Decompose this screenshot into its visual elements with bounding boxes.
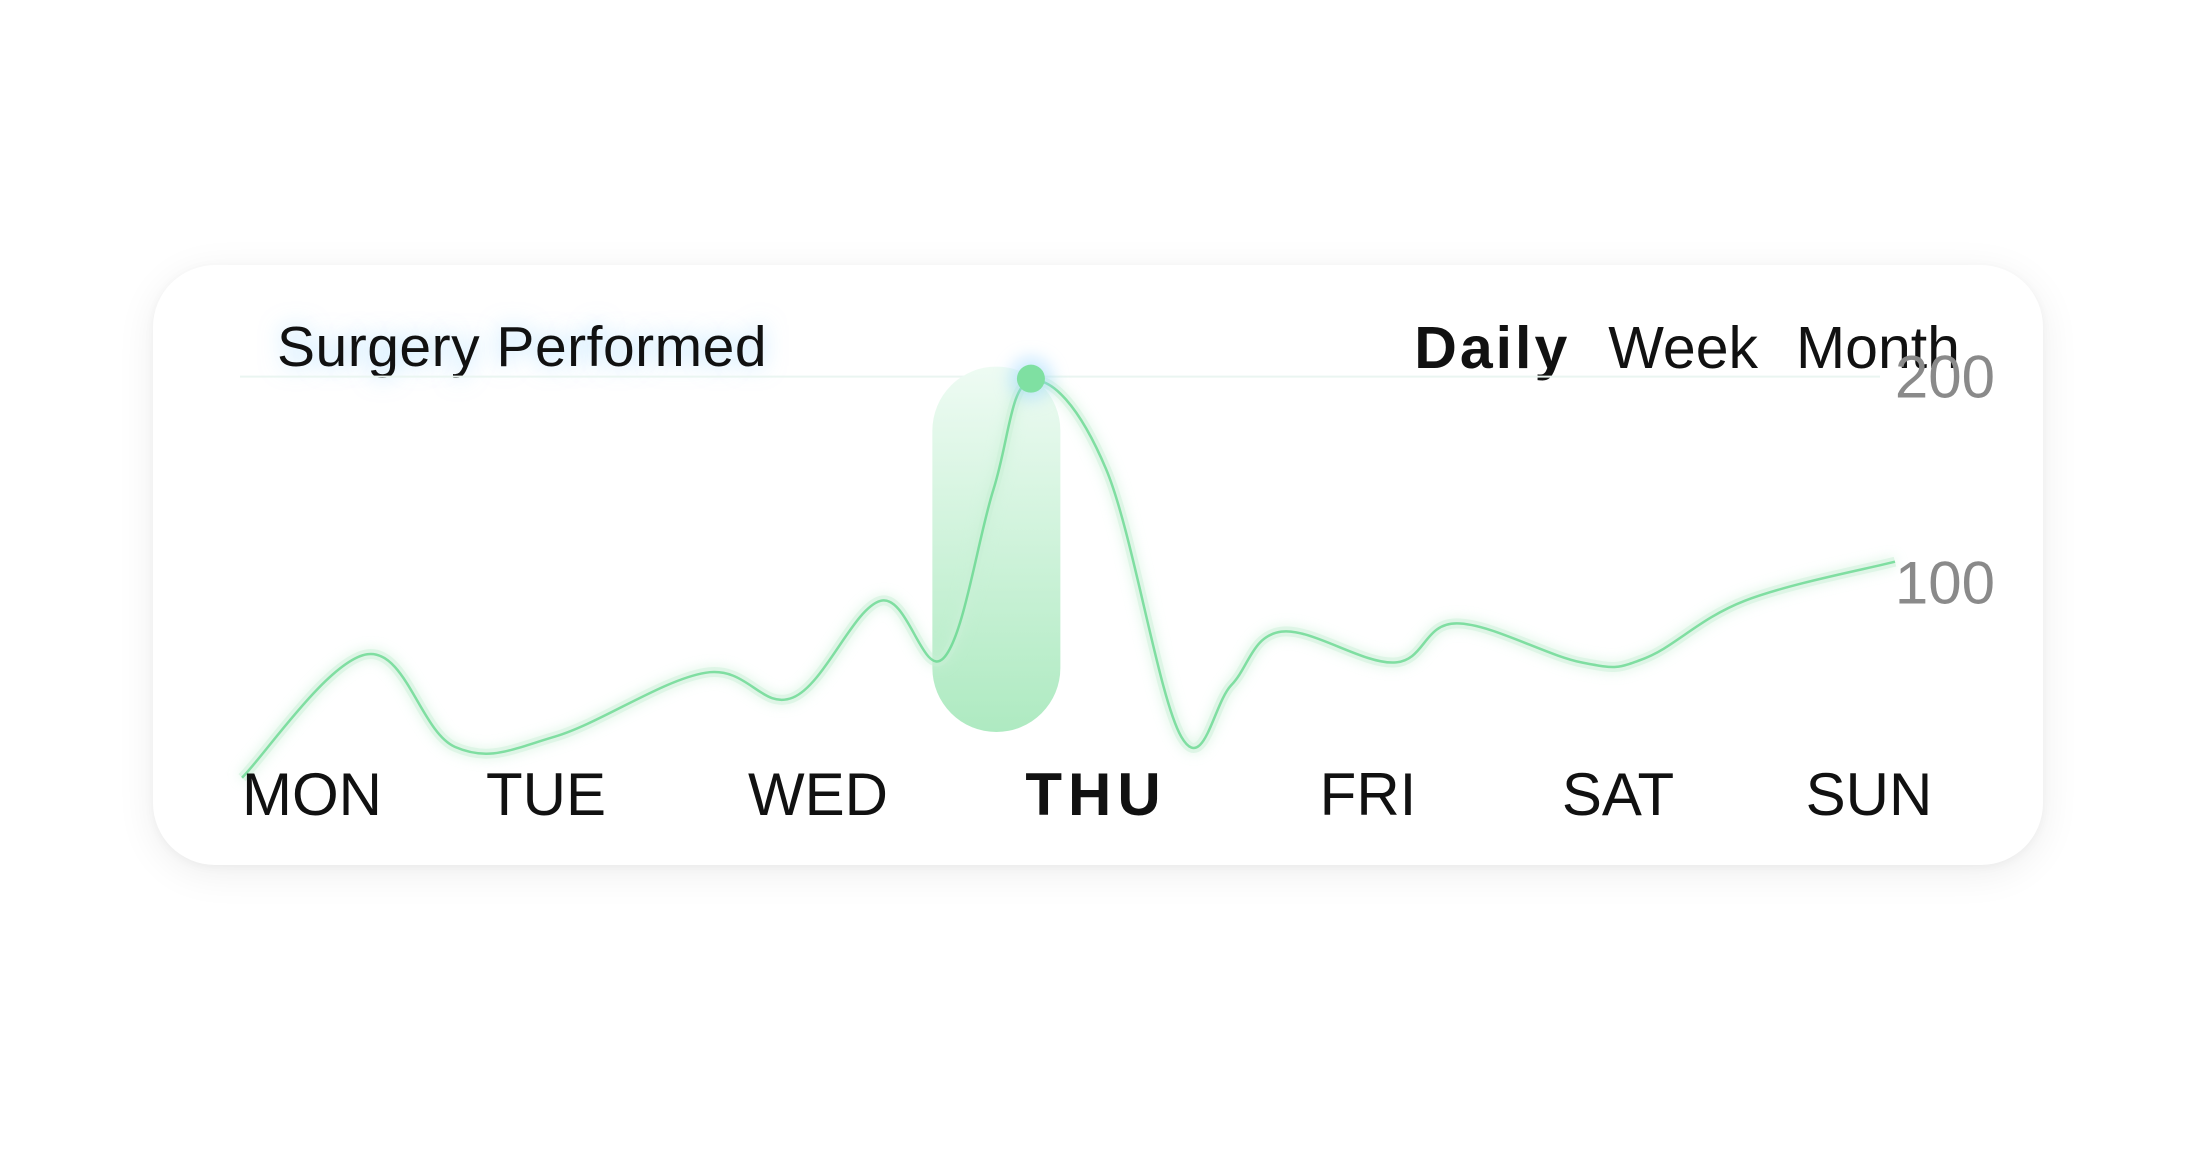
x-label-thu[interactable]: THU: [1025, 761, 1166, 828]
tab-week[interactable]: Week: [1608, 315, 1759, 381]
x-label-tue[interactable]: TUE: [486, 761, 606, 828]
x-label-sun[interactable]: SUN: [1806, 761, 1933, 828]
chart-card: [153, 265, 2043, 865]
x-label-wed[interactable]: WED: [748, 761, 888, 828]
series-line-glow: [238, 375, 1897, 782]
tab-daily[interactable]: Daily: [1414, 315, 1571, 381]
x-axis-labels: MON TUE WED THU FRI SAT SUN: [242, 761, 1932, 828]
period-tabs: Daily Week Month: [1414, 314, 1960, 382]
x-label-mon[interactable]: MON: [242, 761, 382, 828]
tab-month[interactable]: Month: [1796, 315, 1960, 381]
y-tick-100: 100: [1895, 549, 1995, 616]
chart-title: Surgery Performed: [277, 315, 768, 379]
y-axis-ticks: 100 200: [1895, 344, 1995, 617]
highlight-layer: [932, 366, 1061, 732]
series-line: [241, 379, 1896, 779]
x-label-sat[interactable]: SAT: [1562, 761, 1674, 828]
peak-point[interactable]: [1016, 364, 1045, 393]
line-layer: [238, 356, 1897, 782]
x-label-fri[interactable]: FRI: [1320, 761, 1417, 828]
highlight-bar-thu[interactable]: [932, 366, 1061, 732]
y-tick-200: 200: [1895, 344, 1995, 411]
